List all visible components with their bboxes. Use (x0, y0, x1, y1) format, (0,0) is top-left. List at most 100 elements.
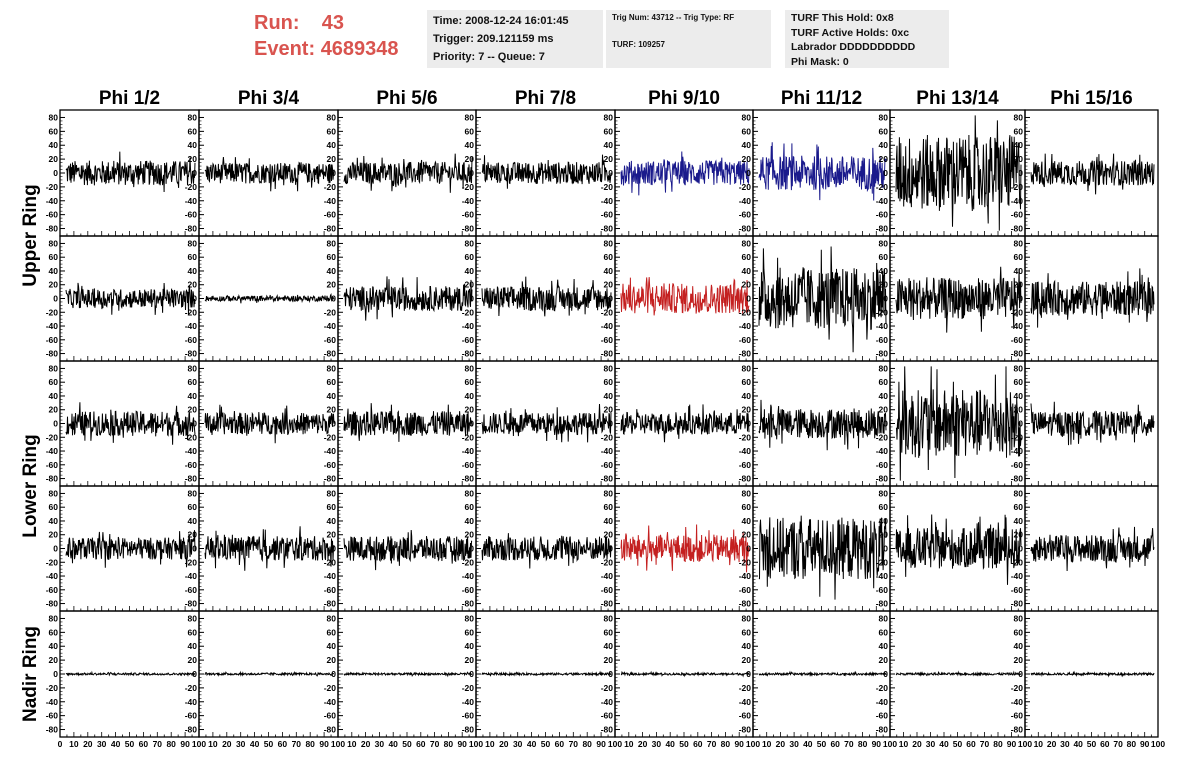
ytick-label-r3-c2: -20 (185, 432, 198, 442)
xtick-label-c2: 80 (305, 739, 315, 749)
ytick-label-r2-c7: -40 (876, 321, 889, 331)
ytick-label-r2-c7: 80 (879, 238, 889, 248)
ytick-label-r4-c1: 0 (53, 544, 58, 554)
waveform-r5-c3 (343, 671, 473, 678)
ytick-label-r3-c5: 20 (604, 405, 614, 415)
waveform-r4-c1 (65, 530, 196, 568)
waveform-r5-c7 (895, 670, 1022, 677)
ytick-label-r5-c2: 40 (188, 641, 198, 651)
ytick-label-r1-c5: -60 (601, 210, 614, 220)
waveform-r1-c4 (481, 154, 612, 189)
ytick-label-r1-c1: 20 (49, 154, 59, 164)
ytick-label-r5-c5: -60 (601, 711, 614, 721)
waveform-r5-c1 (65, 670, 196, 677)
ytick-label-r5-c3: -20 (324, 683, 337, 693)
waveform-r2-c2 (204, 292, 335, 304)
ytick-label-r1-c3: -40 (324, 196, 337, 206)
ytick-label-r4-c6: 60 (742, 502, 752, 512)
waveform-r2-c7 (895, 266, 1022, 333)
xtick-label-c1: 20 (83, 739, 93, 749)
ytick-label-r3-c1: -40 (46, 446, 59, 456)
ytick-label-r4-c2: 80 (188, 488, 198, 498)
waveform-r3-c1 (65, 402, 196, 445)
ytick-label-r4-c8: 60 (1014, 502, 1024, 512)
ytick-label-r1-c5: -20 (601, 182, 614, 192)
ytick-label-r4-c5: -80 (601, 599, 614, 609)
ytick-label-r1-c5: 80 (604, 112, 614, 122)
ytick-label-r2-c3: -80 (324, 349, 337, 359)
ytick-label-r2-c5: -20 (601, 307, 614, 317)
xtick-label-c6: 60 (830, 739, 840, 749)
ytick-label-r3-c8: -60 (1011, 460, 1024, 470)
xtick-label-c4: 90 (596, 739, 606, 749)
ytick-label-r3-c2: -60 (185, 460, 198, 470)
xtick-label-c5: 70 (707, 739, 717, 749)
trig-num-line: Trig Num: 43712 -- Trig Type: RF (612, 13, 735, 22)
row-label-upper-ring: Upper Ring (20, 184, 41, 286)
ytick-label-r4-c5: 0 (608, 544, 613, 554)
ytick-label-r2-c4: 0 (469, 294, 474, 304)
ytick-label-r3-c4: -40 (462, 446, 475, 456)
xtick-label-c7: 90 (1007, 739, 1017, 749)
ytick-label-r1-c1: 80 (49, 112, 59, 122)
ytick-label-r4-c1: -20 (46, 557, 59, 567)
ytick-label-r3-c7: 20 (879, 405, 889, 415)
ytick-label-r4-c7: 20 (879, 530, 889, 540)
ytick-label-r3-c2: 0 (192, 419, 197, 429)
ytick-label-r2-c6: -40 (739, 321, 752, 331)
ytick-label-r5-c3: -80 (324, 725, 337, 735)
ytick-label-r5-c1: 80 (49, 613, 59, 623)
ytick-label-r5-c8: 60 (1014, 627, 1024, 637)
ytick-label-r4-c7: -20 (876, 557, 889, 567)
xtick-label-c4: 80 (582, 739, 592, 749)
ytick-label-r2-c7: 20 (879, 280, 889, 290)
ytick-label-r1-c8: 80 (1014, 112, 1024, 122)
ytick-label-r5-c2: -20 (185, 683, 198, 693)
ytick-label-r2-c7: -20 (876, 307, 889, 317)
ytick-label-r1-c6: 20 (742, 154, 752, 164)
xtick-label-c6: 50 (817, 739, 827, 749)
xtick-label-c7: 20 (912, 739, 922, 749)
ytick-label-r5-c8: 20 (1014, 655, 1024, 665)
ytick-label-r5-c5: -40 (601, 697, 614, 707)
ytick-label-r2-c3: -20 (324, 307, 337, 317)
ytick-label-r5-c8: -20 (1011, 683, 1024, 693)
xtick-label-c2: 20 (222, 739, 232, 749)
xtick-label-c1: 10 (69, 739, 79, 749)
xtick-label-c5: 90 (734, 739, 744, 749)
xtick-label-c7: 40 (939, 739, 949, 749)
ytick-label-r2-c8: 40 (1014, 266, 1024, 276)
ytick-label-r4-c1: -80 (46, 599, 59, 609)
ytick-label-r3-c2: -80 (185, 474, 198, 484)
xtick-label-c4: 70 (569, 739, 579, 749)
ytick-label-r4-c8: 40 (1014, 516, 1024, 526)
ytick-label-r2-c3: 40 (327, 266, 337, 276)
xtick-label-c6: 90 (872, 739, 882, 749)
labrador-line: Labrador DDDDDDDDDD (791, 41, 916, 53)
ytick-label-r4-c1: -60 (46, 585, 59, 595)
ytick-label-r4-c3: -20 (324, 557, 337, 567)
ytick-label-r5-c6: -40 (739, 697, 752, 707)
ytick-label-r3-c7: 40 (879, 391, 889, 401)
ytick-label-r3-c6: -80 (739, 474, 752, 484)
waveform-r1-c8 (1030, 153, 1155, 195)
xtick-label-c1: 80 (166, 739, 176, 749)
ytick-label-r2-c2: 20 (188, 280, 198, 290)
ytick-label-r3-c8: 0 (1018, 419, 1023, 429)
waveform-r1-c7 (895, 115, 1022, 231)
xtick-label-c3: 60 (416, 739, 426, 749)
ytick-label-r1-c2: 80 (188, 112, 198, 122)
ytick-label-r3-c6: 0 (746, 419, 751, 429)
ytick-label-r5-c6: 0 (746, 669, 751, 679)
ytick-label-r4-c4: -40 (462, 571, 475, 581)
xtick-label-c3: 80 (444, 739, 454, 749)
ytick-label-r1-c3: 80 (327, 112, 337, 122)
ytick-label-r5-c4: -60 (462, 711, 475, 721)
xtick-label-c7: 50 (953, 739, 963, 749)
ytick-label-r1-c2: 40 (188, 140, 198, 150)
ytick-label-r3-c2: 40 (188, 391, 198, 401)
ytick-label-r5-c8: 40 (1014, 641, 1024, 651)
ytick-label-r2-c6: 60 (742, 252, 752, 262)
ytick-label-r3-c6: 60 (742, 377, 752, 387)
ytick-label-r1-c1: 40 (49, 140, 59, 150)
